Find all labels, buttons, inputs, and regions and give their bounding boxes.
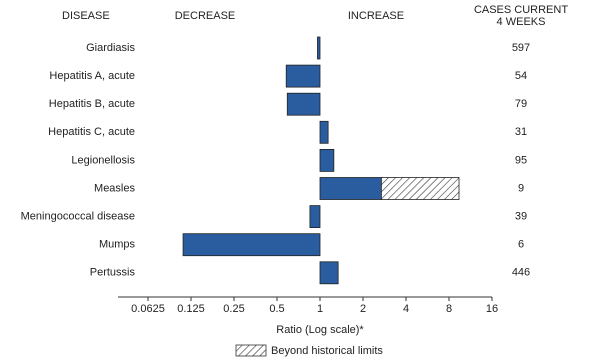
bar xyxy=(319,148,335,172)
category-label: Legionellosis xyxy=(71,154,135,166)
cases-header: CASES CURRENT xyxy=(474,4,568,16)
x-tick-label: 0.25 xyxy=(223,303,244,315)
decrease-header: DECREASE xyxy=(175,10,236,22)
bar xyxy=(309,205,321,229)
x-tick-label: 0.125 xyxy=(177,303,205,315)
legend-label: Beyond historical limits xyxy=(271,345,383,357)
category-label: Giardiasis xyxy=(86,42,135,54)
disease-header: DISEASE xyxy=(62,10,110,22)
category-label: Measles xyxy=(94,182,135,194)
cases-header: 4 WEEKS xyxy=(497,16,546,28)
category-label: Mumps xyxy=(99,239,136,251)
bar-beyond-limits xyxy=(380,177,460,200)
x-tick-label: 1 xyxy=(317,303,323,315)
x-tick-label: 0.0625 xyxy=(131,303,165,315)
bar xyxy=(317,36,321,60)
cases-value: 39 xyxy=(515,211,527,223)
x-tick-label: 8 xyxy=(446,303,452,315)
cases-value: 79 xyxy=(515,98,527,110)
bar xyxy=(319,261,339,285)
category-label: Hepatitis A, acute xyxy=(49,70,135,82)
bar xyxy=(319,120,329,144)
x-tick-label: 0.5 xyxy=(269,303,284,315)
category-label: Hepatitis B, acute xyxy=(49,98,135,110)
category-label: Pertussis xyxy=(90,267,136,279)
legend-swatch xyxy=(235,344,267,357)
cases-value: 446 xyxy=(512,267,530,279)
cases-value: 9 xyxy=(518,182,524,194)
increase-header: INCREASE xyxy=(348,10,404,22)
cases-value: 31 xyxy=(515,126,527,138)
x-tick-label: 16 xyxy=(486,303,498,315)
bar xyxy=(182,233,321,257)
cases-value: 597 xyxy=(512,42,530,54)
bar xyxy=(285,64,321,88)
bar xyxy=(286,92,321,116)
cases-value: 95 xyxy=(515,154,527,166)
cases-value: 6 xyxy=(518,239,524,251)
bar xyxy=(319,177,382,200)
category-label: Meningococcal disease xyxy=(21,211,135,223)
x-tick-label: 2 xyxy=(360,303,366,315)
category-label: Hepatitis C, acute xyxy=(48,126,135,138)
cases-value: 54 xyxy=(515,70,527,82)
x-axis-label: Ratio (Log scale)* xyxy=(276,324,364,336)
x-tick-label: 4 xyxy=(403,303,409,315)
